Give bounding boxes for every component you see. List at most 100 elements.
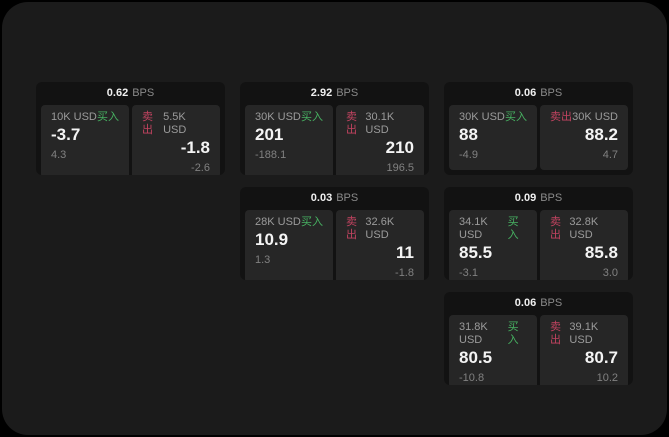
buy-amount: 28K USD xyxy=(255,216,301,228)
buy-side-label: 买入 xyxy=(301,111,323,123)
quote-card-body: 31.8K USD 买入 80.5 -10.8 卖出 39.1K USD 80.… xyxy=(444,315,633,385)
sell-quote-tile[interactable]: 卖出 30.1K USD 210 196.5 xyxy=(336,105,424,175)
quote-card: 0.06 BPS 30K USD 买入 88 -4.9 卖出 30K USD 8… xyxy=(444,82,633,175)
spread-value: 0.03 xyxy=(310,192,333,204)
sell-delta: -2.6 xyxy=(191,162,210,175)
spread-unit-label: BPS xyxy=(336,192,359,204)
sell-quote-tile[interactable]: 卖出 39.1K USD 80.7 10.2 xyxy=(540,315,628,385)
sell-delta: 4.7 xyxy=(602,148,618,161)
buy-price: 201 xyxy=(255,125,284,145)
buy-delta: -10.8 xyxy=(459,372,485,385)
buy-amount: 30K USD xyxy=(459,111,505,123)
sell-price: 210 xyxy=(385,138,414,158)
spread-header: 0.62 BPS xyxy=(36,82,225,105)
buy-amount: 31.8K USD xyxy=(459,321,488,347)
spread-unit-label: BPS xyxy=(540,192,563,204)
buy-delta: 4.3 xyxy=(51,148,67,161)
buy-tile-top: 34.1K USD 买入 xyxy=(459,216,527,242)
buy-quote-tile[interactable]: 31.8K USD 买入 80.5 -10.8 xyxy=(449,315,537,385)
sell-tile-top: 卖出 39.1K USD xyxy=(550,321,618,347)
sell-tile-top: 卖出 32.6K USD xyxy=(346,216,414,242)
sell-quote-tile[interactable]: 卖出 30K USD 88.2 4.7 xyxy=(540,105,628,170)
sell-price: 11 xyxy=(396,243,414,263)
sell-quote-tile[interactable]: 卖出 32.6K USD 11 -1.8 xyxy=(336,210,424,280)
sell-amount: 39.1K USD xyxy=(569,321,599,347)
quote-card-body: 30K USD 买入 88 -4.9 卖出 30K USD 88.2 4.7 xyxy=(444,105,633,175)
spread-value: 2.92 xyxy=(310,87,333,99)
buy-side-label: 买入 xyxy=(507,216,519,242)
sell-price: -1.8 xyxy=(180,138,210,158)
sell-delta: 10.2 xyxy=(596,372,618,385)
buy-delta: 1.3 xyxy=(255,253,271,266)
quote-card: 0.03 BPS 28K USD 买入 10.9 1.3 卖出 32.6K US… xyxy=(240,187,429,280)
buy-tile-top: 28K USD 买入 xyxy=(255,216,323,229)
buy-price: -3.7 xyxy=(51,125,81,145)
spread-unit-label: BPS xyxy=(540,87,563,99)
sell-side-label: 卖出 xyxy=(346,111,357,137)
sell-amount: 30K USD xyxy=(572,111,618,123)
buy-side-label: 买入 xyxy=(505,111,527,123)
sell-amount: 32.6K USD xyxy=(365,216,395,242)
sell-side-label: 卖出 xyxy=(550,321,561,347)
spread-header: 2.92 BPS xyxy=(240,82,429,105)
sell-price: 88.2 xyxy=(584,125,618,145)
buy-side-label: 买入 xyxy=(97,111,119,123)
quote-card: 2.92 BPS 30K USD 买入 201 -188.1 卖出 30.1K … xyxy=(240,82,429,175)
spread-header: 0.09 BPS xyxy=(444,187,633,210)
buy-quote-tile[interactable]: 28K USD 买入 10.9 1.3 xyxy=(245,210,333,280)
sell-side-label: 卖出 xyxy=(550,111,572,123)
buy-amount: 34.1K USD xyxy=(459,216,488,242)
buy-delta: -4.9 xyxy=(459,148,478,161)
spread-header: 0.03 BPS xyxy=(240,187,429,210)
quote-cards-grid: 0.62 BPS 10K USD 买入 -3.7 4.3 卖出 5.5K USD… xyxy=(36,82,633,385)
quote-card: 0.62 BPS 10K USD 买入 -3.7 4.3 卖出 5.5K USD… xyxy=(36,82,225,175)
buy-delta: -188.1 xyxy=(255,148,287,161)
quote-card: 0.09 BPS 34.1K USD 买入 85.5 -3.1 卖出 32.8K… xyxy=(444,187,633,280)
sell-quote-tile[interactable]: 卖出 32.8K USD 85.8 3.0 xyxy=(540,210,628,280)
sell-amount: 30.1K USD xyxy=(365,111,395,137)
spread-value: 0.06 xyxy=(514,297,537,309)
spread-header: 0.06 BPS xyxy=(444,82,633,105)
buy-tile-top: 30K USD 买入 xyxy=(255,111,323,124)
quote-card-body: 34.1K USD 买入 85.5 -3.1 卖出 32.8K USD 85.8… xyxy=(444,210,633,280)
sell-side-label: 卖出 xyxy=(550,216,561,242)
sell-price: 85.8 xyxy=(584,243,618,263)
sell-price: 80.7 xyxy=(584,348,618,368)
buy-price: 10.9 xyxy=(255,230,289,250)
sell-amount: 32.8K USD xyxy=(569,216,599,242)
sell-tile-top: 卖出 30K USD xyxy=(550,111,618,124)
spread-unit-label: BPS xyxy=(540,297,563,309)
buy-tile-top: 10K USD 买入 xyxy=(51,111,119,124)
spread-header: 0.06 BPS xyxy=(444,292,633,315)
buy-quote-tile[interactable]: 10K USD 买入 -3.7 4.3 xyxy=(41,105,129,175)
buy-delta: -3.1 xyxy=(459,267,478,280)
sell-delta: 196.5 xyxy=(386,162,414,175)
buy-quote-tile[interactable]: 30K USD 买入 201 -188.1 xyxy=(245,105,333,175)
spread-unit-label: BPS xyxy=(336,87,359,99)
buy-tile-top: 31.8K USD 买入 xyxy=(459,321,527,347)
buy-price: 80.5 xyxy=(459,348,493,368)
sell-delta: 3.0 xyxy=(602,267,618,280)
spread-value: 0.62 xyxy=(106,87,129,99)
buy-side-label: 买入 xyxy=(301,216,323,228)
buy-amount: 30K USD xyxy=(255,111,301,123)
spread-value: 0.06 xyxy=(514,87,537,99)
buy-price: 88 xyxy=(459,125,478,145)
sell-tile-top: 卖出 5.5K USD xyxy=(142,111,210,137)
sell-side-label: 卖出 xyxy=(346,216,357,242)
quote-card-body: 30K USD 买入 201 -188.1 卖出 30.1K USD 210 1… xyxy=(240,105,429,175)
quote-card-body: 28K USD 买入 10.9 1.3 卖出 32.6K USD 11 -1.8 xyxy=(240,210,429,280)
quote-card-body: 10K USD 买入 -3.7 4.3 卖出 5.5K USD -1.8 -2.… xyxy=(36,105,225,175)
buy-quote-tile[interactable]: 34.1K USD 买入 85.5 -3.1 xyxy=(449,210,537,280)
sell-delta: -1.8 xyxy=(395,267,414,280)
buy-side-label: 买入 xyxy=(507,321,519,347)
sell-tile-top: 卖出 30.1K USD xyxy=(346,111,414,137)
spread-value: 0.09 xyxy=(514,192,537,204)
sell-tile-top: 卖出 32.8K USD xyxy=(550,216,618,242)
sell-quote-tile[interactable]: 卖出 5.5K USD -1.8 -2.6 xyxy=(132,105,220,175)
sell-amount: 5.5K USD xyxy=(163,111,187,137)
buy-quote-tile[interactable]: 30K USD 买入 88 -4.9 xyxy=(449,105,537,170)
buy-price: 85.5 xyxy=(459,243,493,263)
sell-side-label: 卖出 xyxy=(142,111,153,137)
